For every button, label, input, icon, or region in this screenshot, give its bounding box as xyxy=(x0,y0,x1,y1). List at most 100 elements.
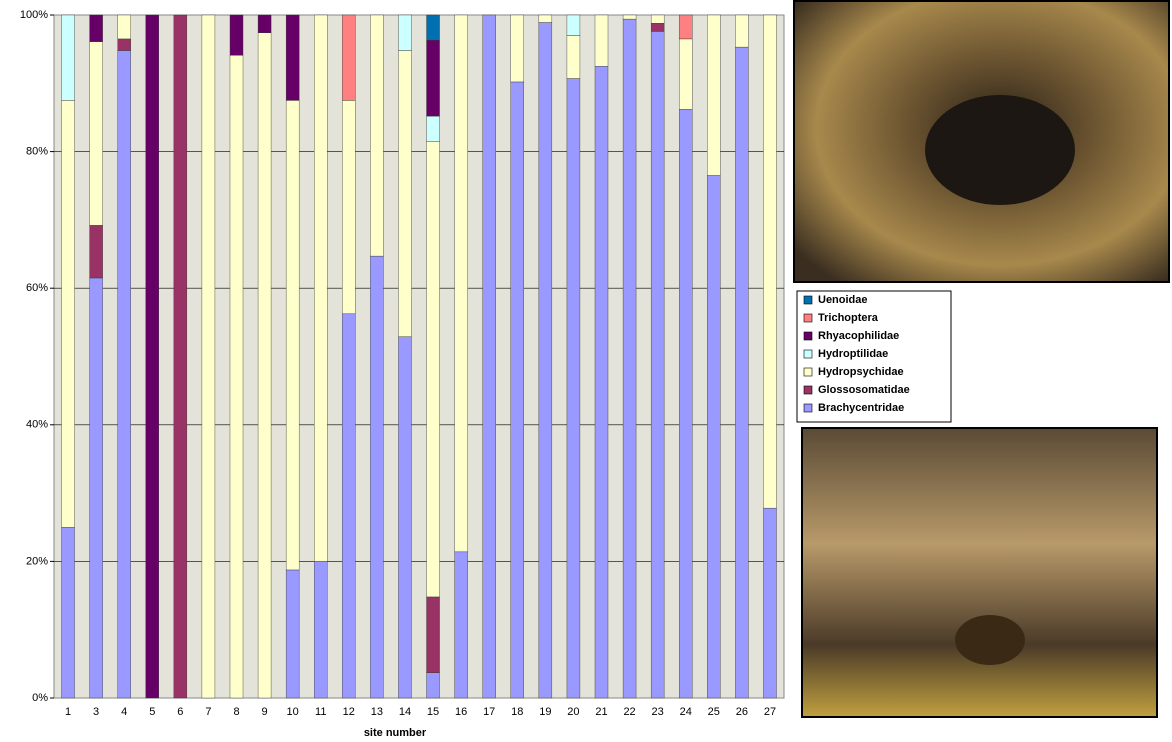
bar-segment xyxy=(511,15,524,82)
bar-segment xyxy=(595,15,608,66)
bar-segment xyxy=(539,23,552,698)
x-tick-label: 19 xyxy=(539,706,551,718)
x-tick-label: 8 xyxy=(233,706,239,718)
bar-segment xyxy=(651,23,664,31)
bar-segment xyxy=(455,15,468,552)
x-tick-label: 24 xyxy=(680,706,692,718)
bar-segment xyxy=(174,15,187,698)
bar-segment xyxy=(258,15,271,33)
legend-swatch xyxy=(804,404,812,412)
bar-segment xyxy=(118,15,131,39)
y-tick-label: 40% xyxy=(26,419,48,431)
bar-segment xyxy=(427,597,440,673)
x-tick-label: 1 xyxy=(65,706,71,718)
bar-segment xyxy=(735,47,748,698)
legend-swatch xyxy=(804,296,812,304)
bar-segment xyxy=(455,552,468,698)
bar-segment xyxy=(595,66,608,698)
x-tick-label: 10 xyxy=(287,706,299,718)
x-tick-label: 25 xyxy=(708,706,720,718)
bar-segment xyxy=(427,15,440,40)
legend-label: Glossosomatidae xyxy=(818,384,910,396)
bar-segment xyxy=(90,15,103,42)
legend-swatch xyxy=(804,314,812,322)
legend-swatch xyxy=(804,332,812,340)
bar-segment xyxy=(118,39,131,51)
x-tick-label: 6 xyxy=(177,706,183,718)
bar-segment xyxy=(370,256,383,698)
bar-segment xyxy=(286,100,299,570)
x-tick-label: 14 xyxy=(399,706,411,718)
x-tick-label: 23 xyxy=(652,706,664,718)
bar-segment xyxy=(286,570,299,698)
bar-segment xyxy=(427,673,440,698)
bar-segment xyxy=(90,225,103,278)
bar-segment xyxy=(146,15,159,698)
x-tick-label: 5 xyxy=(149,706,155,718)
bar-segment xyxy=(370,15,383,256)
x-tick-label: 26 xyxy=(736,706,748,718)
legend-label: Trichoptera xyxy=(818,312,879,324)
bar-segment xyxy=(679,15,692,39)
legend-label: Brachycentridae xyxy=(818,402,904,414)
y-tick-label: 0% xyxy=(32,692,48,704)
x-tick-label: 13 xyxy=(371,706,383,718)
legend-swatch xyxy=(804,386,812,394)
bar-segment xyxy=(427,141,440,597)
x-tick-label: 12 xyxy=(343,706,355,718)
plot-area xyxy=(54,15,784,698)
bar-segment xyxy=(342,100,355,313)
x-tick-label: 16 xyxy=(455,706,467,718)
bar-segment xyxy=(427,40,440,116)
photo-subject xyxy=(925,95,1075,205)
bar-segment xyxy=(427,116,440,141)
x-tick-label: 27 xyxy=(764,706,776,718)
legend-swatch xyxy=(804,350,812,358)
y-tick-label: 80% xyxy=(26,146,48,158)
legend-swatch xyxy=(804,368,812,376)
legend-label: Rhyacophilidae xyxy=(818,330,899,342)
bar-segment xyxy=(511,82,524,698)
bar-segment xyxy=(623,19,636,698)
bar-segment xyxy=(567,15,580,35)
x-tick-label: 17 xyxy=(483,706,495,718)
bar-segment xyxy=(90,42,103,226)
bar-segment xyxy=(90,278,103,698)
bar-segment xyxy=(62,15,75,100)
bar-segment xyxy=(398,15,411,51)
x-tick-label: 3 xyxy=(93,706,99,718)
x-tick-label: 21 xyxy=(595,706,607,718)
bar-segment xyxy=(398,51,411,337)
bar-segment xyxy=(679,39,692,109)
x-tick-label: 20 xyxy=(567,706,579,718)
photo-subject xyxy=(955,615,1025,665)
bar-segment xyxy=(763,508,776,698)
chart: 0%20%40%60%80%100%1345678910111213141516… xyxy=(0,0,1172,742)
bar-segment xyxy=(118,51,131,698)
bar-segment xyxy=(567,79,580,698)
x-tick-label: 9 xyxy=(262,706,268,718)
bar-segment xyxy=(651,31,664,698)
bar-segment xyxy=(679,109,692,698)
bar-segment xyxy=(651,15,664,23)
bar-segment xyxy=(202,15,215,698)
x-tick-label: 22 xyxy=(623,706,635,718)
x-tick-label: 18 xyxy=(511,706,523,718)
y-tick-label: 100% xyxy=(20,9,48,21)
legend-label: Uenoidae xyxy=(818,294,868,306)
bar-segment xyxy=(539,15,552,23)
y-tick-label: 20% xyxy=(26,555,48,567)
bar-segment xyxy=(735,15,748,47)
bar-segment xyxy=(763,15,776,508)
x-axis-title: site number xyxy=(364,727,427,739)
bar-segment xyxy=(342,15,355,100)
bar-segment xyxy=(483,15,496,698)
bar-segment xyxy=(567,35,580,78)
bar-segment xyxy=(707,15,720,176)
bar-segment xyxy=(623,15,636,19)
y-tick-label: 60% xyxy=(26,282,48,294)
bar-segment xyxy=(286,15,299,100)
bar-segment xyxy=(62,527,75,698)
legend-label: Hydropsychidae xyxy=(818,366,904,378)
bar-segment xyxy=(230,15,243,55)
